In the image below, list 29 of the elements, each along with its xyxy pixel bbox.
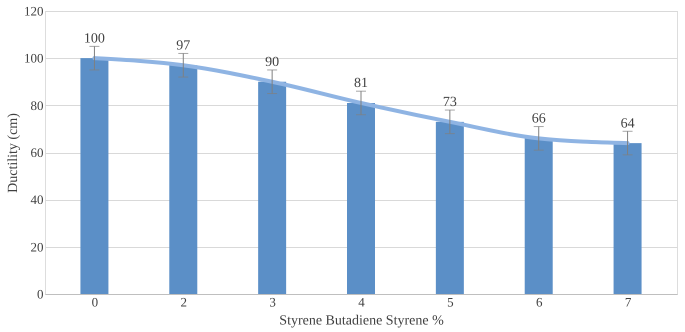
- data-label: 66: [532, 112, 546, 127]
- data-label: 90: [265, 54, 280, 70]
- bar: [347, 102, 375, 294]
- x-tick-label: 4: [358, 294, 366, 310]
- x-tick-label: 7: [624, 294, 632, 310]
- x-tick-label: 0: [92, 294, 98, 310]
- bar: [169, 65, 198, 294]
- y-axis-title: Ductility (cm): [6, 112, 21, 193]
- y-tick-label: 40: [30, 192, 44, 208]
- y-tick-label: 20: [30, 239, 44, 254]
- bar: [436, 122, 464, 294]
- y-tick-label: 100: [24, 50, 44, 66]
- x-axis-title: Styrene Butadiene Styrene %: [279, 314, 444, 328]
- y-tick-label: 80: [30, 98, 44, 113]
- y-tick-label: 120: [24, 4, 44, 18]
- data-label: 64: [620, 116, 635, 132]
- x-tick-label: 5: [447, 294, 454, 310]
- bar: [614, 143, 642, 294]
- x-tick-label: 3: [269, 294, 276, 310]
- data-label: 97: [176, 38, 190, 54]
- bar: [524, 138, 553, 294]
- data-label: 73: [442, 95, 457, 110]
- bar: [258, 82, 286, 294]
- bar: [80, 58, 108, 294]
- data-label: 100: [84, 31, 105, 46]
- y-tick-label: 60: [30, 145, 44, 160]
- x-tick-label: 6: [536, 294, 543, 310]
- data-label: 81: [354, 76, 368, 92]
- x-tick-label: 2: [180, 294, 188, 310]
